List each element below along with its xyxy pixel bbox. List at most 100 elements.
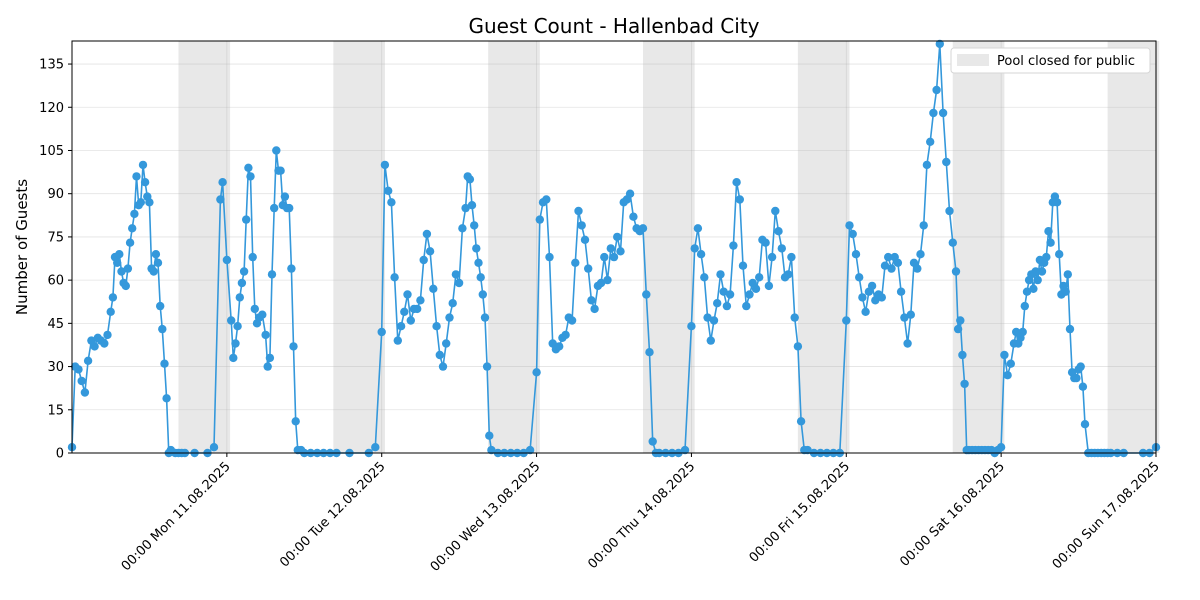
x-tick-label-1: 00:00 Tue 12.08.2025	[277, 459, 388, 570]
data-point-245	[916, 250, 925, 259]
data-point-49	[218, 178, 227, 187]
data-point-115	[451, 270, 461, 279]
data-point-3	[77, 376, 86, 386]
data-point-241	[903, 339, 912, 348]
data-point-15	[113, 258, 122, 267]
data-point-96	[390, 273, 399, 282]
data-point-5	[83, 356, 93, 365]
data-point-116	[454, 278, 464, 288]
data-point-136	[525, 445, 535, 455]
data-point-287	[1033, 275, 1042, 285]
x-tick-label-2: 00:00 Wed 13.08.2025	[428, 459, 544, 575]
data-point-79	[289, 342, 298, 351]
data-point-179	[680, 445, 690, 455]
data-point-21	[125, 238, 135, 247]
data-point-163	[616, 247, 625, 256]
x-tick-label-0: 00:00 Mon 11.08.2025	[119, 459, 234, 574]
data-point-250	[932, 85, 941, 95]
data-point-73	[276, 166, 285, 175]
data-point-57	[239, 267, 249, 276]
data-point-230	[867, 281, 877, 291]
data-point-12	[106, 307, 115, 316]
data-point-273	[1000, 350, 1009, 360]
data-point-141	[545, 252, 554, 262]
data-point-205	[767, 252, 777, 262]
data-point-210	[784, 270, 793, 279]
data-point-7	[90, 342, 99, 351]
data-point-155	[590, 304, 599, 314]
data-point-214	[796, 417, 806, 426]
data-point-186	[706, 336, 715, 345]
data-point-127	[480, 313, 490, 322]
data-point-110	[435, 350, 444, 360]
data-point-106	[422, 229, 432, 239]
closed-period-2	[488, 41, 540, 453]
data-point-255	[948, 238, 957, 247]
closed-period-5	[952, 41, 1005, 453]
data-point-108	[429, 284, 438, 293]
data-point-75	[280, 192, 290, 201]
data-point-67	[263, 362, 272, 371]
data-point-236	[887, 264, 896, 273]
data-point-282	[1022, 287, 1032, 296]
x-tick-label-4: 00:00 Fri 15.08.2025	[747, 459, 854, 566]
data-point-126	[478, 290, 487, 299]
data-point-112	[442, 339, 451, 348]
closed-period-4	[797, 41, 850, 453]
data-point-291	[1042, 252, 1051, 262]
y-tick-label-1: 15	[47, 403, 64, 418]
y-tick-label-0: 0	[56, 447, 64, 462]
data-point-68	[265, 353, 275, 363]
data-point-167	[629, 212, 638, 221]
data-point-157	[596, 278, 606, 288]
data-point-161	[609, 252, 619, 262]
data-point-225	[851, 250, 861, 259]
data-point-24	[132, 172, 141, 181]
y-tick-label-5: 75	[47, 230, 64, 245]
data-point-121	[467, 201, 477, 210]
data-point-198	[745, 290, 754, 299]
data-point-235	[884, 252, 893, 262]
data-point-71	[272, 146, 281, 155]
data-point-97	[393, 336, 402, 345]
data-point-11	[103, 330, 112, 340]
data-point-114	[448, 299, 457, 308]
data-point-150	[574, 206, 583, 216]
data-point-254	[945, 206, 954, 216]
data-point-159	[603, 275, 612, 285]
data-point-66	[261, 330, 270, 340]
data-point-60	[246, 172, 255, 181]
data-point-62	[250, 304, 259, 314]
data-point-151	[577, 221, 586, 230]
closed-period-3	[643, 41, 695, 453]
data-point-78	[287, 264, 296, 273]
data-point-300	[1061, 287, 1070, 296]
data-point-196	[738, 261, 748, 270]
data-point-37	[160, 359, 169, 368]
data-point-122	[470, 221, 479, 230]
data-point-293	[1046, 238, 1055, 247]
data-point-98	[396, 322, 406, 331]
y-tick-label-4: 60	[47, 274, 64, 289]
legend: Pool closed for public	[950, 47, 1151, 74]
data-point-125	[476, 273, 485, 282]
data-point-35	[156, 301, 165, 311]
data-point-187	[709, 316, 719, 325]
data-point-162	[613, 232, 622, 242]
data-point-260	[960, 379, 969, 389]
data-point-80	[291, 417, 300, 426]
data-point-51	[227, 316, 236, 325]
plot-frame	[71, 40, 1157, 454]
data-point-50	[222, 255, 232, 265]
data-point-246	[919, 221, 928, 230]
data-point-277	[1012, 327, 1021, 337]
data-point-286	[1031, 267, 1040, 276]
data-point-123	[472, 244, 481, 253]
x-tick-label-3: 00:00 Thu 14.08.2025	[585, 459, 698, 572]
data-point-27	[138, 160, 148, 170]
y-tick-label-8: 120	[39, 101, 64, 116]
data-point-239	[896, 287, 906, 296]
data-point-65	[258, 310, 267, 319]
data-point-47	[209, 443, 219, 452]
data-point-248	[926, 137, 935, 146]
